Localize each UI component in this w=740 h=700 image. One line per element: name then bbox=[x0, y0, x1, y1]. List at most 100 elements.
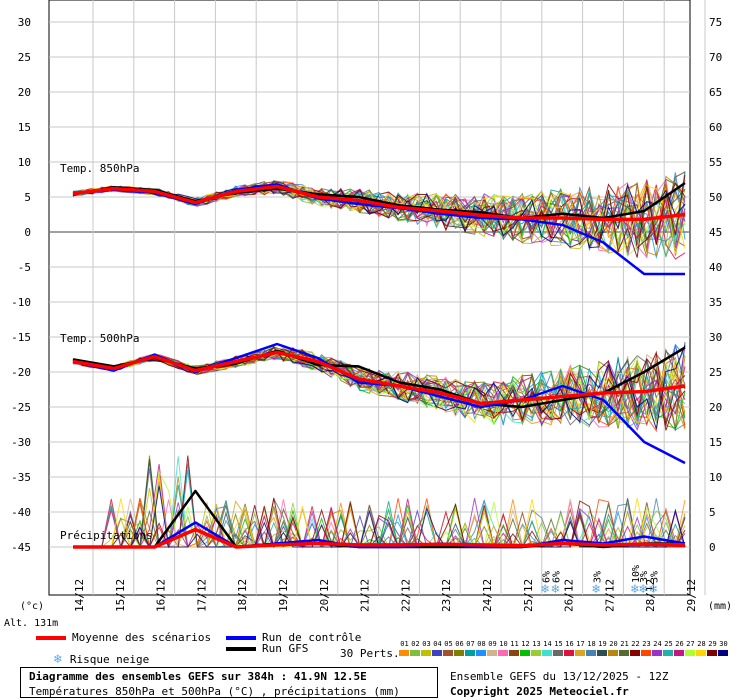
snow-risk-percent: 3% bbox=[592, 571, 603, 583]
pert-number: 01 bbox=[400, 640, 409, 648]
pert-number: 28 bbox=[697, 640, 706, 648]
left-axis-ticks: 30 25 20 15 10 5 0 -5 -10 -15 -20 -25 -30 -35 -40 -45 bbox=[11, 16, 31, 554]
pert-swatch bbox=[619, 650, 629, 656]
left-tick-label: 20 bbox=[18, 86, 31, 99]
panel-title-precip: Précipitations bbox=[60, 529, 153, 542]
left-tick-label: -10 bbox=[11, 296, 31, 309]
snowflake-icon: ❄ bbox=[54, 652, 62, 667]
legend-mean: Moyenne des scénarios bbox=[36, 631, 211, 644]
left-tick-label: 30 bbox=[18, 16, 31, 29]
left-tick-label: 10 bbox=[18, 156, 31, 169]
pert-number: 21 bbox=[620, 640, 629, 648]
pert-swatch bbox=[421, 650, 431, 656]
right-tick-label: 20 bbox=[709, 401, 722, 414]
snowflake-icon: ❄ bbox=[630, 582, 639, 597]
pert-swatch bbox=[696, 650, 706, 656]
series-line-panel0 bbox=[72, 184, 686, 222]
pert-number: 17 bbox=[576, 640, 585, 648]
diagram-subtitle: Températures 850hPa et 500hPa (°C) , pré… bbox=[29, 685, 400, 698]
pert-number: 07 bbox=[466, 640, 475, 648]
x-tick-label: 22/12 bbox=[399, 579, 412, 612]
x-tick-label: 27/12 bbox=[603, 579, 616, 612]
series-line-panel2 bbox=[73, 527, 686, 549]
pert-swatch bbox=[553, 650, 563, 656]
legend-gfs-label: Run GFS bbox=[262, 642, 309, 655]
snowflake-icon: ❄ bbox=[540, 582, 549, 597]
right-tick-label: 70 bbox=[709, 51, 722, 64]
pert-swatch bbox=[531, 650, 541, 656]
pert-swatch bbox=[586, 650, 596, 656]
legend-snow: ❄ Risque neige bbox=[54, 652, 149, 667]
legend-gfs: Run GFS bbox=[226, 642, 308, 655]
right-tick-label: 75 bbox=[709, 16, 722, 29]
left-tick-label: -20 bbox=[11, 366, 31, 379]
legend-mean-swatch bbox=[36, 636, 66, 640]
pert-swatch bbox=[652, 650, 662, 656]
left-unit-label: (°c) bbox=[20, 601, 44, 612]
x-tick-label: 18/12 bbox=[236, 579, 249, 612]
left-tick-label: -30 bbox=[11, 436, 31, 449]
right-tick-label: 5 bbox=[709, 506, 716, 519]
snow-risk-percent: 6% bbox=[541, 571, 552, 583]
pert-swatch bbox=[707, 650, 717, 656]
right-tick-label: 0 bbox=[709, 541, 716, 554]
pert-number: 03 bbox=[422, 640, 431, 648]
pert-swatch bbox=[399, 650, 409, 656]
pert-swatch bbox=[542, 650, 552, 656]
right-tick-label: 10 bbox=[709, 471, 722, 484]
right-tick-label: 50 bbox=[709, 191, 722, 204]
pert-number: 24 bbox=[653, 640, 662, 648]
right-tick-label: 55 bbox=[709, 156, 722, 169]
legend-mean-label: Moyenne des scénarios bbox=[72, 631, 212, 644]
pert-swatch bbox=[509, 650, 519, 656]
pert-swatch bbox=[564, 650, 574, 656]
pert-number: 16 bbox=[565, 640, 574, 648]
right-unit-label: (mm) bbox=[708, 601, 732, 612]
right-tick-label: 30 bbox=[709, 331, 722, 344]
run-info: Ensemble GEFS du 13/12/2025 - 12Z bbox=[450, 670, 669, 683]
pert-number: 22 bbox=[631, 640, 640, 648]
snow-risk-percent: 6% bbox=[551, 571, 562, 583]
x-tick-label: 24/12 bbox=[481, 579, 494, 612]
snow-risk-markers: 6%❄6%❄3%❄10%❄3%❄3%❄ bbox=[540, 565, 660, 597]
pert-swatch bbox=[487, 650, 497, 656]
pert-swatch bbox=[454, 650, 464, 656]
pert-swatch bbox=[608, 650, 618, 656]
altitude-label: Alt. 131m bbox=[4, 618, 58, 629]
x-tick-label: 26/12 bbox=[563, 579, 576, 612]
x-tick-label: 29/12 bbox=[685, 579, 698, 612]
pert-swatch bbox=[630, 650, 640, 656]
legend-control-label: Run de contrôle bbox=[262, 631, 362, 644]
pert-number: 29 bbox=[708, 640, 717, 648]
pert-number: 18 bbox=[587, 640, 596, 648]
x-tick-label: 25/12 bbox=[522, 579, 535, 612]
pert-number: 11 bbox=[510, 640, 519, 648]
x-tick-label: 15/12 bbox=[114, 579, 127, 612]
pert-number: 10 bbox=[499, 640, 508, 648]
x-tick-label: 23/12 bbox=[440, 579, 453, 612]
right-tick-label: 40 bbox=[709, 261, 722, 274]
x-tick-label: 16/12 bbox=[155, 579, 168, 612]
main-series-lines bbox=[72, 181, 686, 549]
left-tick-label: 5 bbox=[24, 191, 31, 204]
left-tick-label: -35 bbox=[11, 471, 31, 484]
pert-swatch bbox=[465, 650, 475, 656]
x-tick-label: 14/12 bbox=[73, 579, 86, 612]
pert-swatch bbox=[476, 650, 486, 656]
ensemble-member-line bbox=[72, 346, 686, 431]
x-tick-label: 20/12 bbox=[318, 579, 331, 612]
pert-swatch bbox=[498, 650, 508, 656]
pert-swatch bbox=[410, 650, 420, 656]
info-box: Diagramme des ensembles GEFS sur 384h : … bbox=[20, 667, 438, 698]
left-tick-label: -45 bbox=[11, 541, 31, 554]
pert-swatch bbox=[597, 650, 607, 656]
x-tick-label: 21/12 bbox=[359, 579, 372, 612]
copyright: Copyright 2025 Meteociel.fr bbox=[450, 685, 629, 698]
legend-snow-label: Risque neige bbox=[69, 653, 150, 666]
pert-number: 27 bbox=[686, 640, 695, 648]
pert-number: 13 bbox=[532, 640, 541, 648]
pert-swatch bbox=[641, 650, 651, 656]
pert-swatch bbox=[520, 650, 530, 656]
